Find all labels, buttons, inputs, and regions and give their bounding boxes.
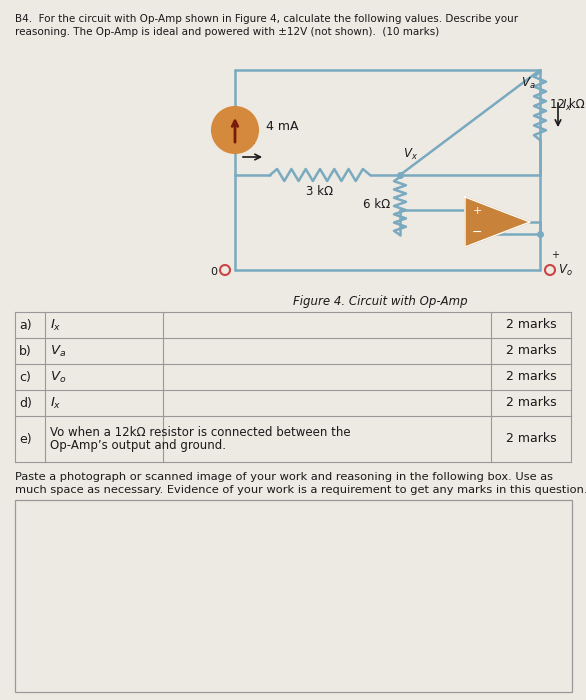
- Text: d): d): [19, 396, 32, 410]
- Circle shape: [212, 107, 258, 153]
- Text: 0: 0: [210, 267, 217, 277]
- Text: Op-Amp’s output and ground.: Op-Amp’s output and ground.: [50, 440, 226, 452]
- Text: $V_o$: $V_o$: [558, 262, 573, 277]
- Text: c): c): [19, 370, 31, 384]
- Text: +: +: [472, 206, 482, 216]
- Text: a): a): [19, 318, 32, 332]
- Text: $V_o$: $V_o$: [50, 370, 66, 384]
- Text: 2 marks: 2 marks: [506, 433, 556, 445]
- Text: 3 kΩ: 3 kΩ: [306, 185, 333, 198]
- Text: much space as necessary. Evidence of your work is a requirement to get any marks: much space as necessary. Evidence of you…: [15, 485, 586, 495]
- Text: 2 marks: 2 marks: [506, 344, 556, 358]
- Bar: [15, 500, 572, 692]
- Text: 2 marks: 2 marks: [506, 396, 556, 410]
- Text: $I_x$: $I_x$: [50, 395, 62, 410]
- Text: 6 kΩ: 6 kΩ: [363, 199, 390, 211]
- Polygon shape: [465, 197, 530, 247]
- Text: 2 marks: 2 marks: [506, 318, 556, 332]
- Text: −: −: [472, 226, 482, 239]
- Text: e): e): [19, 433, 32, 445]
- Text: b): b): [19, 344, 32, 358]
- Text: Figure 4. Circuit with Op-Amp: Figure 4. Circuit with Op-Amp: [292, 295, 467, 308]
- Text: B4.  For the circuit with Op-Amp shown in Figure 4, calculate the following valu: B4. For the circuit with Op-Amp shown in…: [15, 14, 518, 24]
- Text: $I_x$: $I_x$: [50, 318, 62, 332]
- Text: 12 kΩ: 12 kΩ: [550, 99, 585, 111]
- Text: $I_x$: $I_x$: [247, 132, 257, 147]
- Text: Vo when a 12kΩ resistor is connected between the: Vo when a 12kΩ resistor is connected bet…: [50, 426, 350, 438]
- Text: +: +: [551, 250, 559, 260]
- Text: $V_a$: $V_a$: [522, 76, 536, 91]
- Text: $V_x$: $V_x$: [403, 147, 418, 162]
- Text: $V_a$: $V_a$: [50, 344, 66, 358]
- Text: 2 marks: 2 marks: [506, 370, 556, 384]
- Text: $I_x$: $I_x$: [562, 97, 573, 113]
- Text: 4 mA: 4 mA: [266, 120, 298, 132]
- Text: reasoning. The Op-Amp is ideal and powered with ±12V (not shown).  (10 marks): reasoning. The Op-Amp is ideal and power…: [15, 27, 440, 37]
- Text: Paste a photograph or scanned image of your work and reasoning in the following : Paste a photograph or scanned image of y…: [15, 472, 553, 482]
